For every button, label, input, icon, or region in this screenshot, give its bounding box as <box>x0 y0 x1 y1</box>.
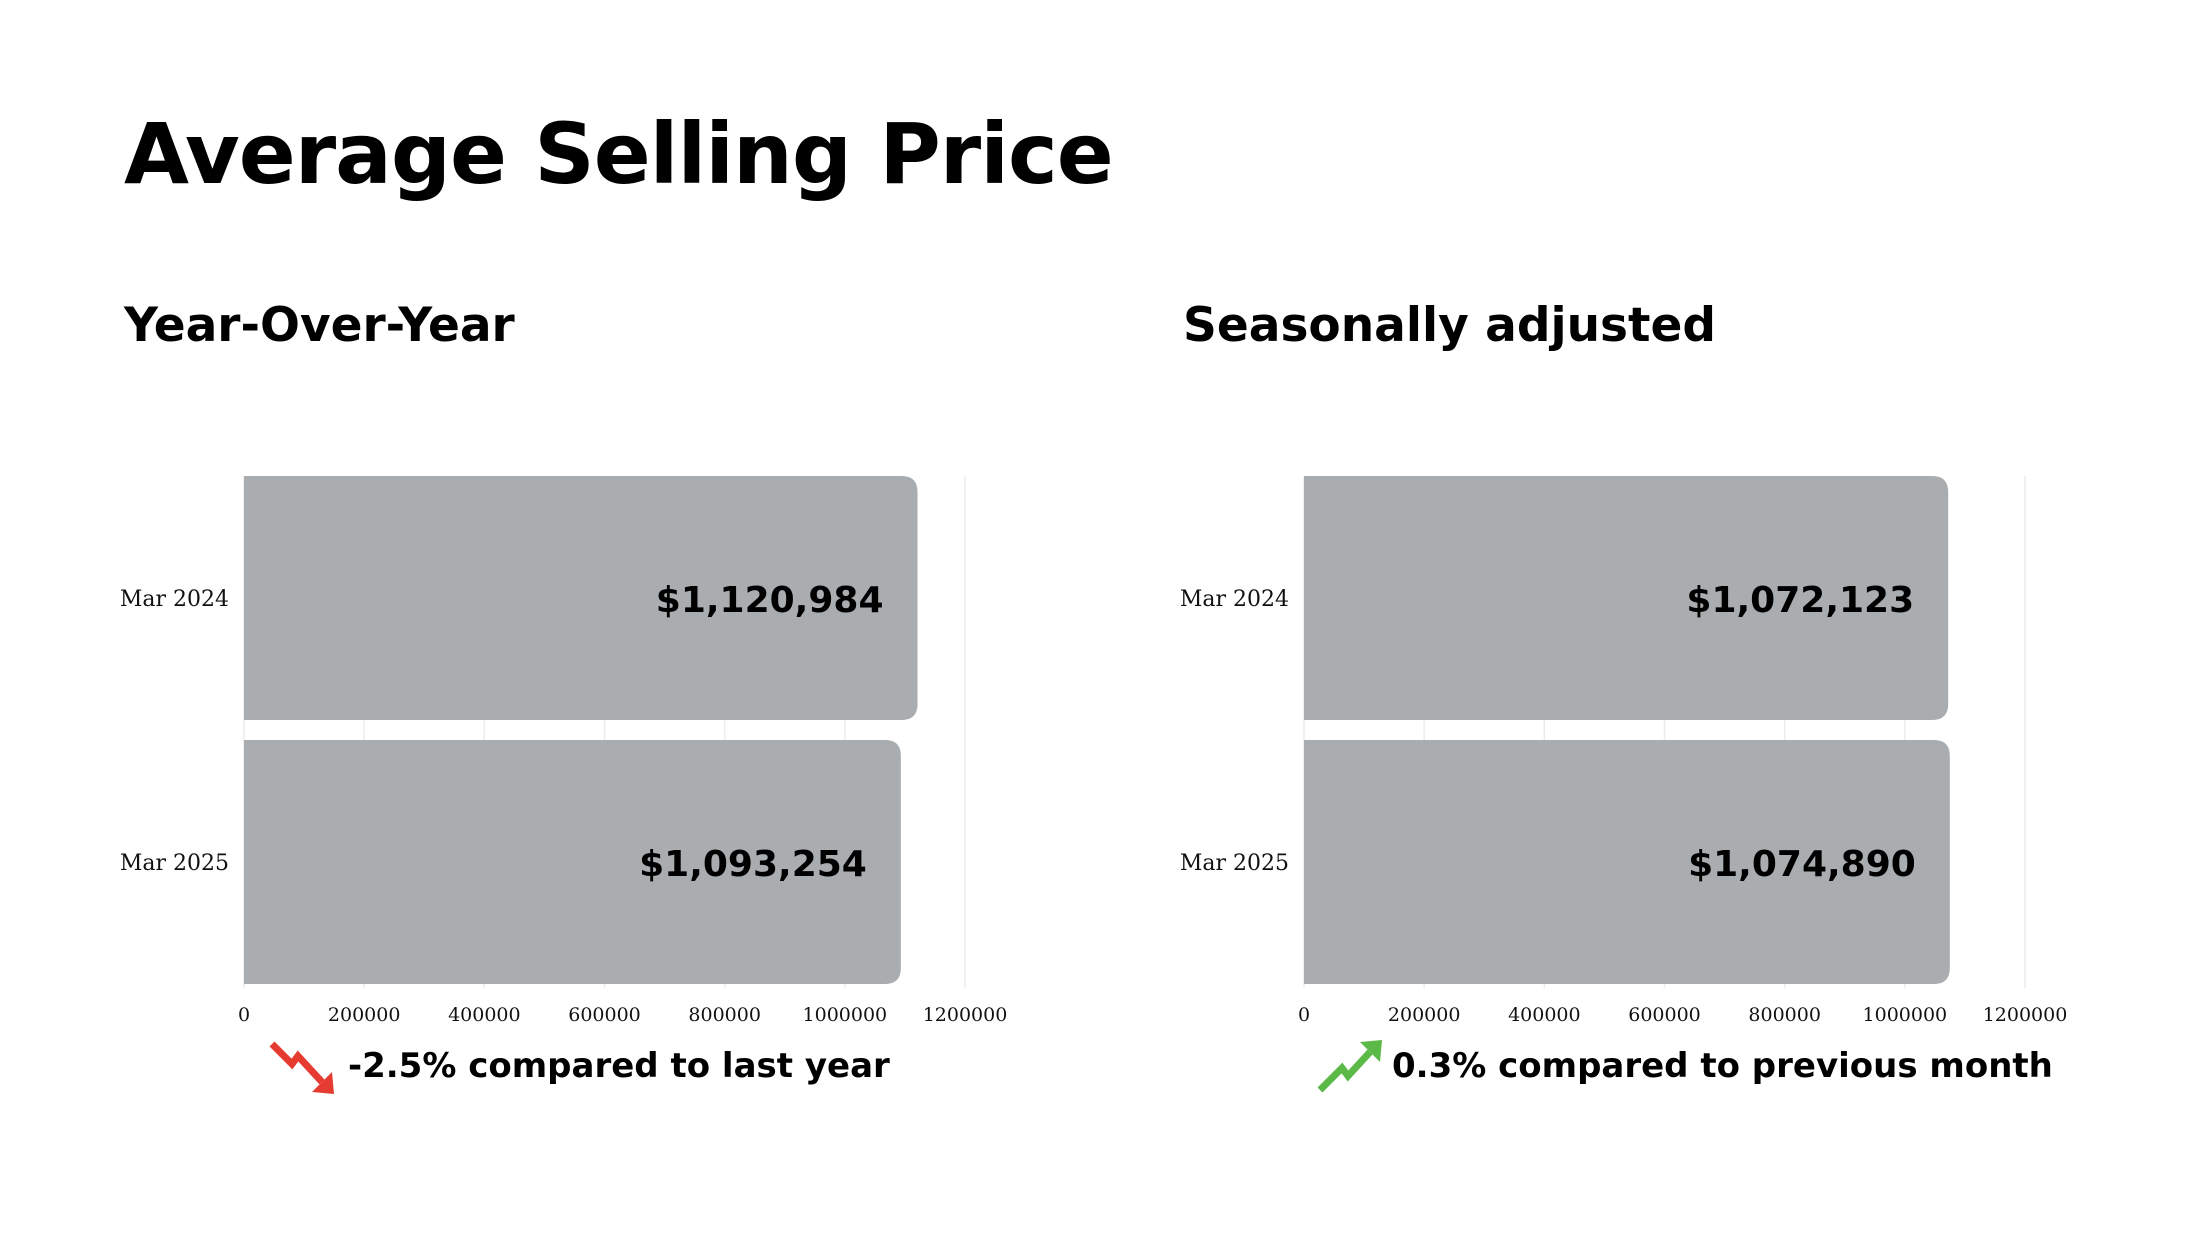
yoy-x-tick-label: 200000 <box>328 1004 401 1026</box>
yoy-bar <box>244 476 918 720</box>
yoy-category-label: Mar 2025 <box>120 851 229 876</box>
seasonal-x-tick-label: 1200000 <box>1983 1004 2068 1026</box>
seasonal-x-tick-label: 1000000 <box>1863 1004 1948 1026</box>
yoy-x-tick-label: 800000 <box>688 1004 761 1026</box>
seasonal-x-tick-label: 200000 <box>1388 1004 1461 1026</box>
yoy-bar-chart: $1,120,984 Mar 2024 $1,093,254 Mar 2025 0 200… <box>120 476 1008 1026</box>
yoy-trend-note: -2.5% compared to last year <box>268 1038 890 1094</box>
seasonal-x-tick-label: 0 <box>1298 1004 1310 1026</box>
seasonal-trend-text: 0.3% compared to previous month <box>1392 1046 2053 1086</box>
page-title: Average Selling Price <box>124 105 1114 203</box>
trend-down-arrow-head <box>312 1072 334 1094</box>
seasonal-bar-value-label: $1,072,123 <box>1686 580 1914 621</box>
yoy-x-tick-label: 600000 <box>568 1004 641 1026</box>
seasonal-bar-value-label: $1,074,890 <box>1688 844 1916 885</box>
yoy-x-tick-label: 0 <box>238 1004 250 1026</box>
trend-up-arrow-icon <box>1316 1038 1386 1094</box>
yoy-bar-value-label: $1,093,254 <box>639 844 867 885</box>
yoy-bar <box>244 740 901 984</box>
trend-down-arrow-icon <box>268 1038 342 1094</box>
seasonal-x-tick-label: 800000 <box>1748 1004 1821 1026</box>
trend-down-arrow-line <box>269 1041 325 1085</box>
yoy-chart-title: Year-Over-Year <box>124 298 515 353</box>
seasonal-x-tick-label: 400000 <box>1508 1004 1581 1026</box>
seasonal-x-tick-label: 600000 <box>1628 1004 1701 1026</box>
seasonal-category-label: Mar 2024 <box>1180 587 1289 612</box>
seasonal-bar <box>1304 740 1950 984</box>
yoy-x-tick-label: 400000 <box>448 1004 521 1026</box>
yoy-x-tick-label: 1000000 <box>803 1004 888 1026</box>
seasonal-bar <box>1304 476 1949 720</box>
seasonal-chart-title: Seasonally adjusted <box>1183 298 1716 353</box>
trend-up-arrow-line <box>1317 1049 1373 1093</box>
seasonal-trend-note: 0.3% compared to previous month <box>1316 1038 2053 1094</box>
trend-up-arrow-head <box>1360 1040 1382 1062</box>
yoy-x-tick-label: 1200000 <box>923 1004 1008 1026</box>
seasonal-category-label: Mar 2025 <box>1180 851 1289 876</box>
seasonal-bar-chart: $1,072,123 Mar 2024 $1,074,890 Mar 2025 0 200… <box>1180 476 2068 1026</box>
yoy-category-label: Mar 2024 <box>120 587 229 612</box>
yoy-trend-text: -2.5% compared to last year <box>348 1046 890 1086</box>
yoy-bar-value-label: $1,120,984 <box>656 580 884 621</box>
